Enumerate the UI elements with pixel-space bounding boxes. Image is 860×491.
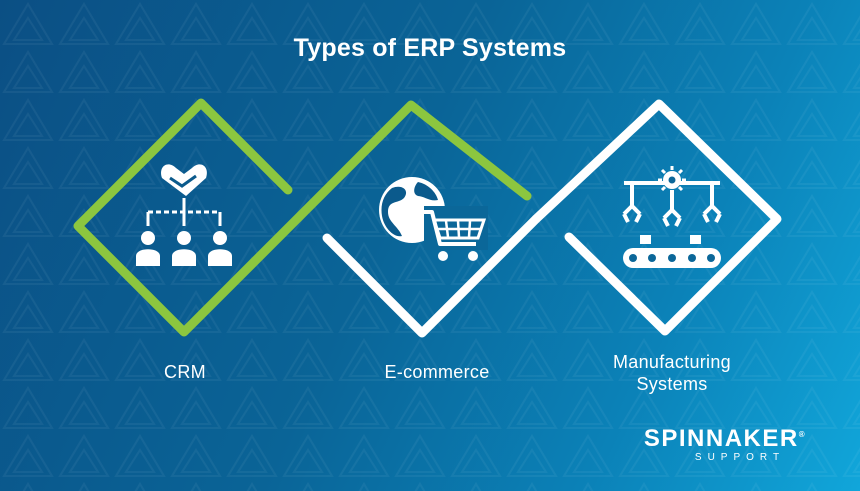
brand-logo: SPINNAKER® SUPPORT <box>640 422 810 464</box>
crm-label: CRM <box>164 362 206 382</box>
ecommerce-diamond-outline <box>322 214 541 338</box>
page-title: Types of ERP Systems <box>293 34 567 62</box>
globe-cart-icon <box>379 177 488 261</box>
robot-arms-conveyor-icon <box>622 166 722 268</box>
ecommerce-label: E-commerce <box>384 362 490 382</box>
manufacturing-label: Manufacturing Systems <box>613 352 731 394</box>
registered-mark: ® <box>798 430 807 439</box>
crm-diamond-outline <box>73 98 532 337</box>
handshake-team-icon <box>136 164 232 266</box>
manufacturing-diamond-outline <box>531 99 782 336</box>
brand-name: SPINNAKER <box>643 425 799 452</box>
brand-tagline: SUPPORT <box>694 452 786 463</box>
